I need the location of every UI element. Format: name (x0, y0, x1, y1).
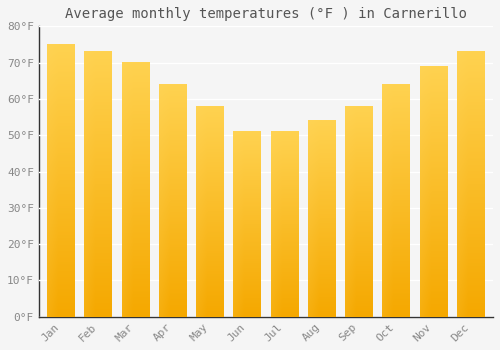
Title: Average monthly temperatures (°F ) in Carnerillo: Average monthly temperatures (°F ) in Ca… (65, 7, 467, 21)
